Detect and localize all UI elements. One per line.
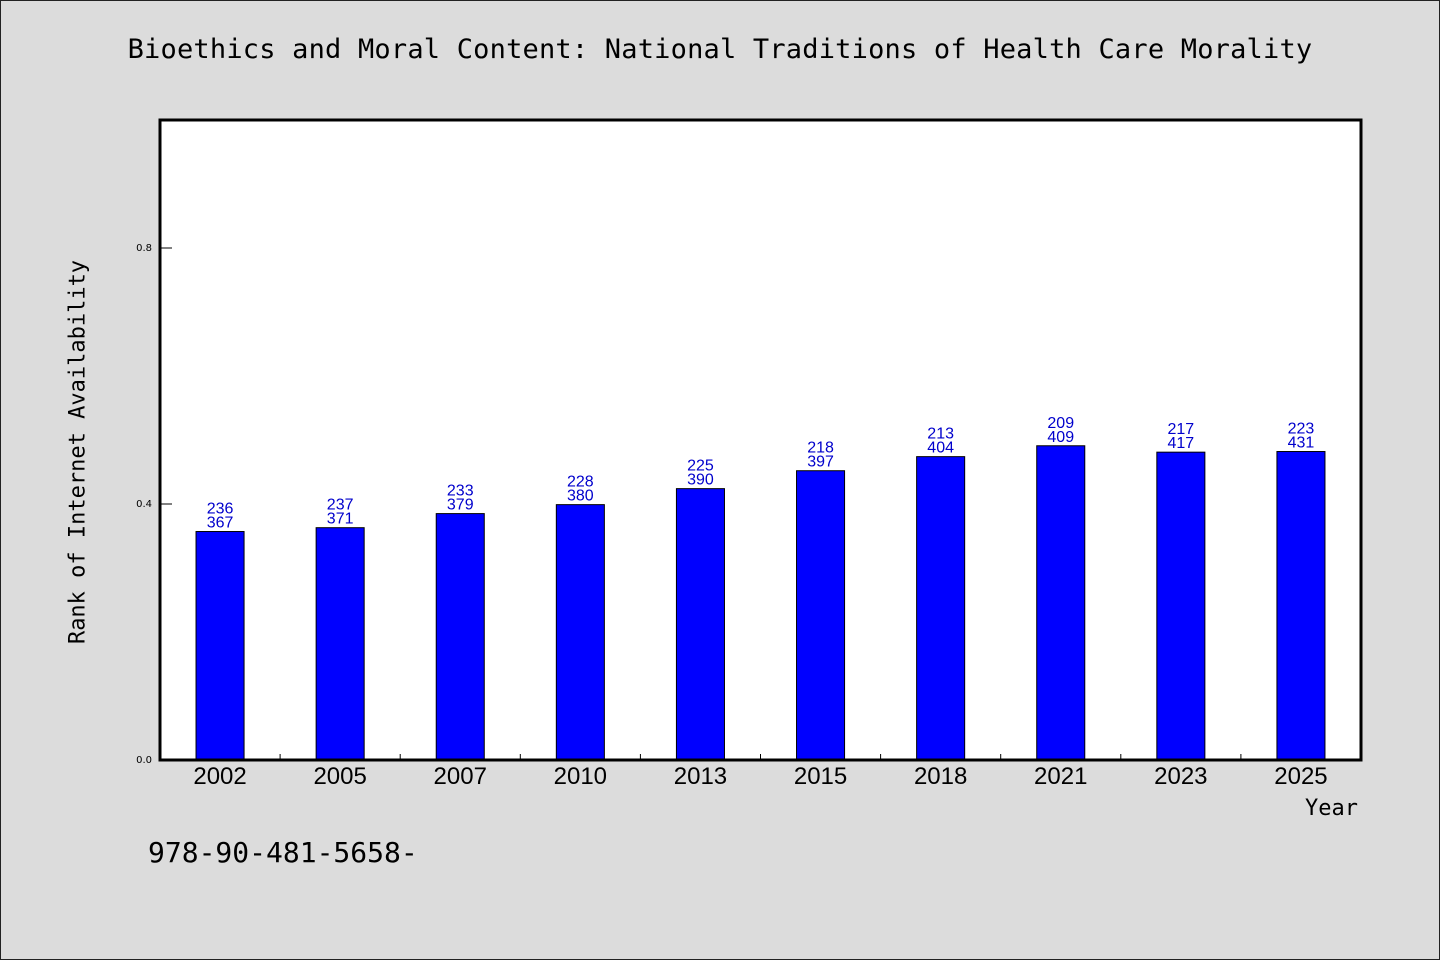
bar-label-bottom-2021: 409: [1047, 429, 1074, 446]
bar-2023: [1156, 451, 1206, 761]
bar-2013: [675, 488, 725, 761]
x-tick-label-2018: 2018: [914, 763, 967, 790]
bar-2002: [195, 531, 245, 761]
x-tick-label-2005: 2005: [313, 763, 366, 790]
bar-label-bottom-2007: 379: [447, 497, 474, 514]
bar-2005: [315, 527, 365, 761]
y-tick-label-1: 0.4: [136, 499, 152, 510]
bar-label-bottom-2013: 390: [687, 472, 714, 489]
bar-label-bottom-2005: 371: [327, 511, 354, 528]
bar-2010: [555, 504, 605, 761]
x-tick-label-2007: 2007: [434, 763, 487, 790]
bar-label-top-2005: 237: [327, 497, 354, 514]
bar-2015: [796, 470, 846, 761]
bar-2021: [1036, 445, 1086, 761]
x-tick-label-2002: 2002: [193, 763, 246, 790]
bar-label-top-2025: 223: [1288, 421, 1315, 438]
y-tick-label-2: 0.8: [136, 243, 152, 254]
bar-label-bottom-2023: 417: [1167, 435, 1194, 452]
bar-label-top-2015: 218: [807, 440, 834, 457]
bar-2007: [435, 513, 485, 761]
x-tick-label-2023: 2023: [1154, 763, 1207, 790]
bar-label-top-2002: 236: [207, 501, 234, 518]
x-axis-label: Year: [1305, 796, 1358, 821]
bar-label-top-2007: 233: [447, 483, 474, 500]
bar-label-bottom-2010: 380: [567, 488, 594, 505]
plot-border: [158, 118, 1363, 762]
bar-2025: [1276, 451, 1326, 761]
chart-title: Bioethics and Moral Content: National Tr…: [127, 34, 1313, 65]
x-tick-label-2021: 2021: [1034, 763, 1087, 790]
x-tick-label-2010: 2010: [554, 763, 607, 790]
isbn-text: 978-90-481-5658-: [148, 836, 418, 869]
x-tick-label-2025: 2025: [1274, 763, 1327, 790]
bar-label-top-2013: 225: [687, 458, 714, 475]
bar-label-top-2021: 209: [1047, 415, 1074, 432]
bar-label-top-2023: 217: [1167, 421, 1194, 438]
bar-label-bottom-2018: 404: [927, 440, 954, 457]
y-tick-label-0: 0.0: [136, 755, 152, 766]
x-tick-label-2013: 2013: [674, 763, 727, 790]
x-tick-label-2015: 2015: [794, 763, 847, 790]
bar-label-top-2018: 213: [927, 426, 954, 443]
bar-label-bottom-2002: 367: [207, 515, 234, 532]
bar-label-bottom-2015: 397: [807, 454, 834, 471]
bar-2018: [916, 456, 966, 761]
bar-label-bottom-2025: 431: [1288, 435, 1315, 452]
bar-label-top-2010: 228: [567, 474, 594, 491]
